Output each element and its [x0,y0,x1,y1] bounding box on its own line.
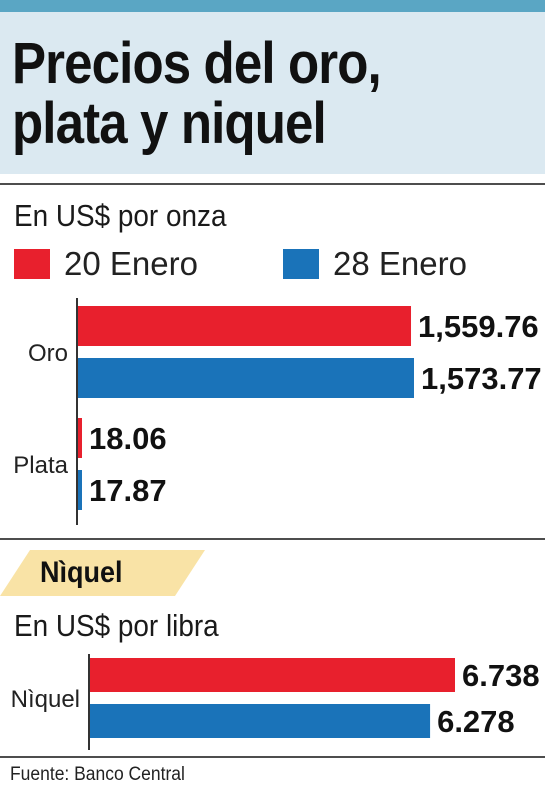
top-accent-bar [0,0,545,12]
chart-2-subtitle: En US$ por libra [14,608,219,643]
legend-item-1: 20 Enero [14,245,198,282]
chart-1-category-label: Oro [28,340,68,367]
source-note: Fuente: Banco Central [10,764,185,785]
chart-1-value-label: 1,559.76 [418,309,539,344]
chart-1-bar [78,418,82,458]
chart-2-value-label: 6.738 [462,658,540,693]
chart-2-bar [90,704,431,738]
section-tag-label: Nìquel [40,556,123,589]
divider-top [0,183,545,185]
chart-1-subtitle: En US$ por onza [14,198,227,233]
chart-1-value-label: 17.87 [89,473,167,508]
chart-2-value-label: 6.278 [437,704,515,739]
page-title: Precios del oro, plata y niquel [12,34,470,154]
legend-swatch-2 [283,249,319,279]
title-line-2: plata y niquel [12,91,327,156]
chart-2-svg: Nìquel 6.738 6.278 [11,654,540,750]
legend-swatch-1 [14,249,50,279]
chart-1-svg: Oro 1,559.76 1,573.77 Plata 18.06 17.87 [13,298,542,525]
chart-2-bar [90,658,455,692]
chart-1-bar [78,470,82,510]
chart-1-value-label: 1,573.77 [421,361,542,396]
chart-2-category-label: Nìquel [11,686,80,713]
chart-1-bar [78,358,414,398]
chart-1-category-label: Plata [13,452,68,479]
legend-item-2: 28 Enero [283,245,467,282]
header-panel: Precios del oro, plata y niquel [0,12,545,177]
chart-1-value-label: 18.06 [89,421,167,456]
divider-bottom [0,756,545,758]
section-tag-shape [0,550,205,596]
section-tag [0,550,205,596]
divider-middle [0,538,545,540]
title-line-1: Precios del oro, [12,31,382,96]
legend-label-2: 28 Enero [333,245,467,282]
chart-1-bar [78,306,412,346]
legend-label-1: 20 Enero [64,245,198,282]
